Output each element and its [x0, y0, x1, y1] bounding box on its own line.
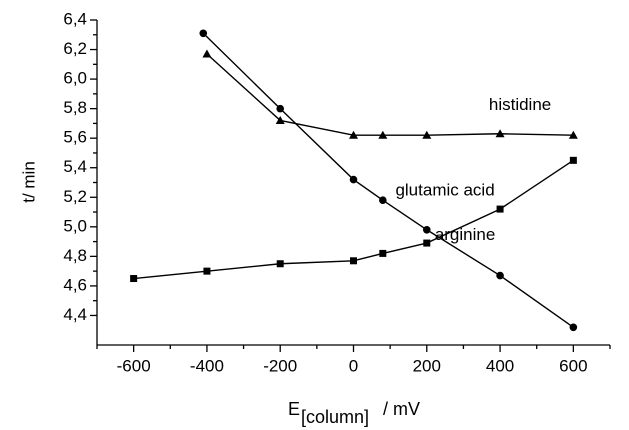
- y-tick-label: 5,6: [63, 128, 87, 147]
- x-tick-label: -400: [190, 356, 224, 375]
- marker: [202, 49, 212, 58]
- y-tick-label: 5,2: [63, 187, 87, 206]
- y-tick-label: 5,8: [63, 98, 87, 117]
- y-axis-label: t/ min: [19, 161, 38, 203]
- series-line: [202, 32, 574, 328]
- x-tick-label: -200: [263, 356, 297, 375]
- series-label: arginine: [435, 225, 496, 244]
- x-tick-label: 600: [559, 356, 587, 375]
- x-tick-label: 400: [486, 356, 514, 375]
- y-tick-label: 4,4: [63, 305, 87, 324]
- marker: [423, 239, 431, 247]
- marker: [276, 104, 285, 113]
- marker: [569, 156, 577, 164]
- x-tick-label: -600: [117, 356, 151, 375]
- x-axis-label: E: [288, 399, 300, 419]
- marker: [349, 130, 358, 139]
- marker: [496, 205, 504, 213]
- marker: [422, 225, 431, 234]
- marker: [379, 249, 387, 257]
- marker: [496, 271, 504, 280]
- y-tick-label: 6,4: [63, 9, 87, 28]
- x-tick-label: 0: [349, 356, 358, 375]
- y-tick-label: 6,2: [63, 39, 87, 58]
- marker: [422, 130, 432, 139]
- x-axis-label-subscript: [column]: [301, 407, 369, 427]
- y-tick-label: 6,0: [63, 69, 87, 88]
- marker: [495, 129, 505, 138]
- marker: [349, 175, 358, 184]
- marker: [199, 29, 208, 38]
- y-tick-label: 5,0: [63, 216, 87, 235]
- series-label: glutamic acid: [395, 181, 494, 200]
- y-tick-label: 4,6: [63, 275, 87, 294]
- x-axis-label-unit: / mV: [383, 399, 420, 419]
- marker: [350, 257, 357, 265]
- marker: [378, 130, 388, 139]
- marker: [275, 115, 285, 124]
- series-line: [133, 159, 574, 280]
- marker: [568, 130, 578, 139]
- marker: [276, 260, 284, 268]
- marker: [379, 196, 387, 205]
- series-label: histidine: [489, 95, 551, 114]
- y-tick-label: 4,8: [63, 246, 87, 265]
- marker: [569, 323, 578, 332]
- marker: [130, 275, 138, 283]
- marker: [203, 267, 211, 275]
- x-tick-label: 200: [413, 356, 441, 375]
- y-tick-label: 5,4: [63, 157, 87, 176]
